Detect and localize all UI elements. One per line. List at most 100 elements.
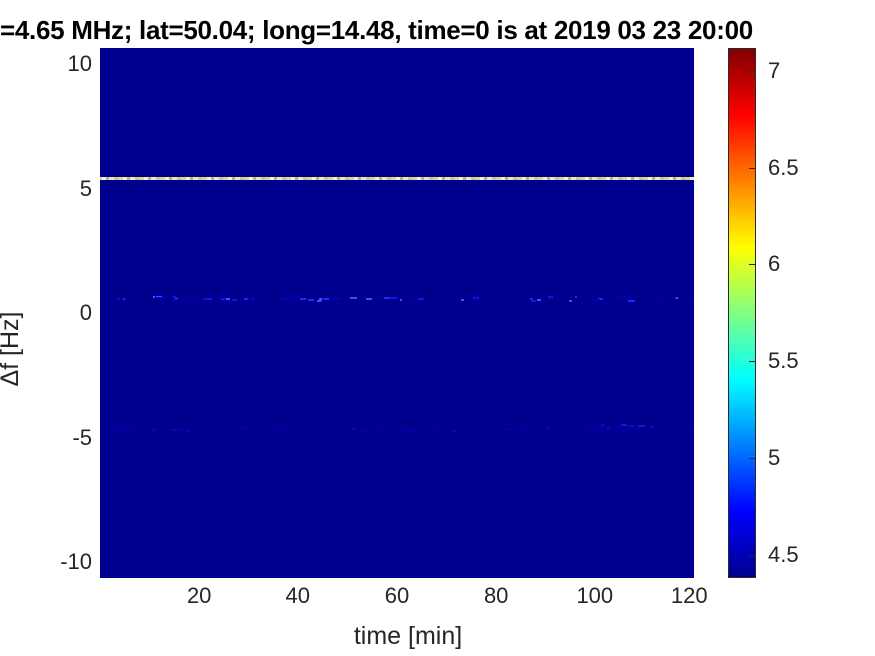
faint-doppler-speckle: [587, 429, 593, 431]
faint-doppler-speckle: [466, 297, 470, 299]
faint-doppler-speckle: [461, 299, 464, 301]
faint-doppler-speckle: [117, 430, 121, 432]
faint-doppler-speckle: [381, 429, 384, 431]
colorbar-tick: [749, 167, 755, 169]
faint-doppler-speckle: [362, 430, 367, 432]
y-axis-label: Δf [Hz]: [0, 311, 24, 387]
faint-doppler-speckle: [407, 299, 410, 301]
faint-doppler-speckle: [614, 296, 618, 298]
faint-doppler-speckle: [600, 427, 604, 429]
faint-doppler-speckle: [333, 298, 340, 300]
faint-doppler-speckle: [622, 430, 626, 432]
faint-doppler-speckle: [366, 298, 372, 300]
spectrogram-plot-area[interactable]: [100, 48, 694, 578]
faint-doppler-speckle: [113, 427, 117, 429]
x-tick-label: 120: [670, 583, 708, 608]
faint-doppler-speckle: [596, 429, 601, 431]
plot-title: =4.65 MHz; lat=50.04; long=14.48, time=0…: [0, 15, 753, 45]
faint-doppler-speckle: [317, 300, 321, 302]
faint-doppler-speckle: [252, 296, 255, 298]
colorbar-tick-label: 5.5: [768, 347, 799, 373]
faint-doppler-speckle: [629, 427, 635, 429]
faint-doppler-speckle: [424, 300, 426, 302]
faint-doppler-speckle: [114, 428, 119, 430]
faint-doppler-speckle: [625, 297, 630, 299]
faint-doppler-speckle: [252, 299, 255, 301]
faint-doppler-speckle: [464, 428, 466, 430]
faint-doppler-speckle: [627, 298, 633, 300]
faint-doppler-speckle: [153, 296, 155, 298]
x-tick-label: 60: [384, 583, 410, 608]
faint-doppler-speckle: [292, 297, 295, 299]
faint-doppler-speckle: [547, 298, 553, 300]
faint-doppler-speckle: [189, 297, 196, 299]
faint-doppler-speckle: [525, 429, 530, 431]
faint-doppler-speckle: [475, 298, 478, 300]
faint-doppler-speckle: [221, 298, 225, 300]
faint-doppler-speckle: [636, 427, 641, 429]
faint-doppler-speckle: [392, 297, 397, 299]
faint-doppler-speckle: [296, 296, 299, 298]
faint-doppler-speckle: [607, 427, 610, 429]
faint-doppler-speckle: [622, 296, 625, 298]
faint-doppler-speckle: [174, 430, 179, 432]
faint-doppler-speckle: [190, 431, 193, 433]
faint-doppler-speckle: [575, 296, 577, 298]
faint-doppler-speckle: [363, 297, 366, 299]
faint-doppler-speckle: [472, 299, 476, 301]
faint-doppler-speckle: [126, 428, 130, 430]
faint-doppler-speckle: [227, 299, 229, 301]
faint-doppler-speckle: [671, 430, 675, 432]
faint-doppler-speckle: [226, 298, 230, 300]
faint-doppler-speckle: [247, 299, 250, 301]
faint-doppler-speckle: [126, 298, 130, 300]
faint-doppler-speckle: [322, 299, 324, 301]
faint-doppler-speckle: [406, 428, 409, 430]
faint-doppler-speckle: [183, 297, 187, 299]
faint-doppler-speckle: [384, 297, 390, 299]
faint-doppler-speckle: [650, 427, 655, 429]
faint-doppler-speckle: [531, 300, 536, 302]
faint-doppler-speckle: [173, 299, 178, 301]
colorbar-tick-label: 7: [768, 57, 781, 83]
faint-doppler-speckle: [598, 298, 603, 300]
colorbar[interactable]: [728, 48, 756, 578]
x-tick-label: 40: [285, 583, 311, 608]
faint-doppler-speckle: [686, 296, 693, 298]
faint-doppler-speckle: [518, 429, 525, 431]
faint-doppler-speckle: [243, 427, 250, 429]
faint-doppler-speckle: [556, 428, 562, 430]
faint-doppler-speckle: [515, 430, 518, 432]
colorbar-tick-label: 6.5: [768, 154, 799, 180]
faint-doppler-speckle: [198, 299, 203, 301]
faint-doppler-speckle: [277, 429, 284, 431]
faint-doppler-speckle: [601, 424, 605, 426]
faint-doppler-speckle: [452, 430, 457, 432]
faint-doppler-speckle: [185, 299, 190, 301]
colorbar-tick: [749, 70, 755, 72]
x-tick-label: 20: [186, 583, 212, 608]
faint-doppler-speckle: [176, 429, 183, 431]
faint-doppler-speckle: [320, 299, 322, 301]
colorbar-tick-label: 5: [768, 445, 781, 471]
faint-doppler-speckle: [638, 425, 645, 427]
faint-doppler-speckle: [219, 297, 226, 299]
faint-doppler-speckle: [291, 296, 295, 298]
faint-doppler-speckle: [628, 425, 635, 427]
faint-doppler-speckle: [530, 298, 533, 300]
faint-doppler-speckle: [504, 428, 510, 430]
faint-doppler-speckle: [323, 298, 329, 300]
faint-doppler-speckle: [186, 430, 189, 432]
faint-doppler-speckle: [686, 428, 691, 430]
faint-doppler-speckle: [484, 431, 487, 433]
faint-doppler-speckle: [400, 299, 402, 301]
faint-doppler-speckle: [291, 431, 296, 433]
faint-doppler-speckle: [127, 427, 131, 429]
faint-doppler-speckle: [618, 425, 624, 427]
faint-doppler-speckle: [319, 298, 322, 300]
faint-doppler-speckle: [684, 428, 688, 430]
faint-doppler-speckle: [350, 297, 357, 299]
colorbar-tick: [749, 360, 755, 362]
faint-doppler-speckle: [159, 297, 165, 299]
